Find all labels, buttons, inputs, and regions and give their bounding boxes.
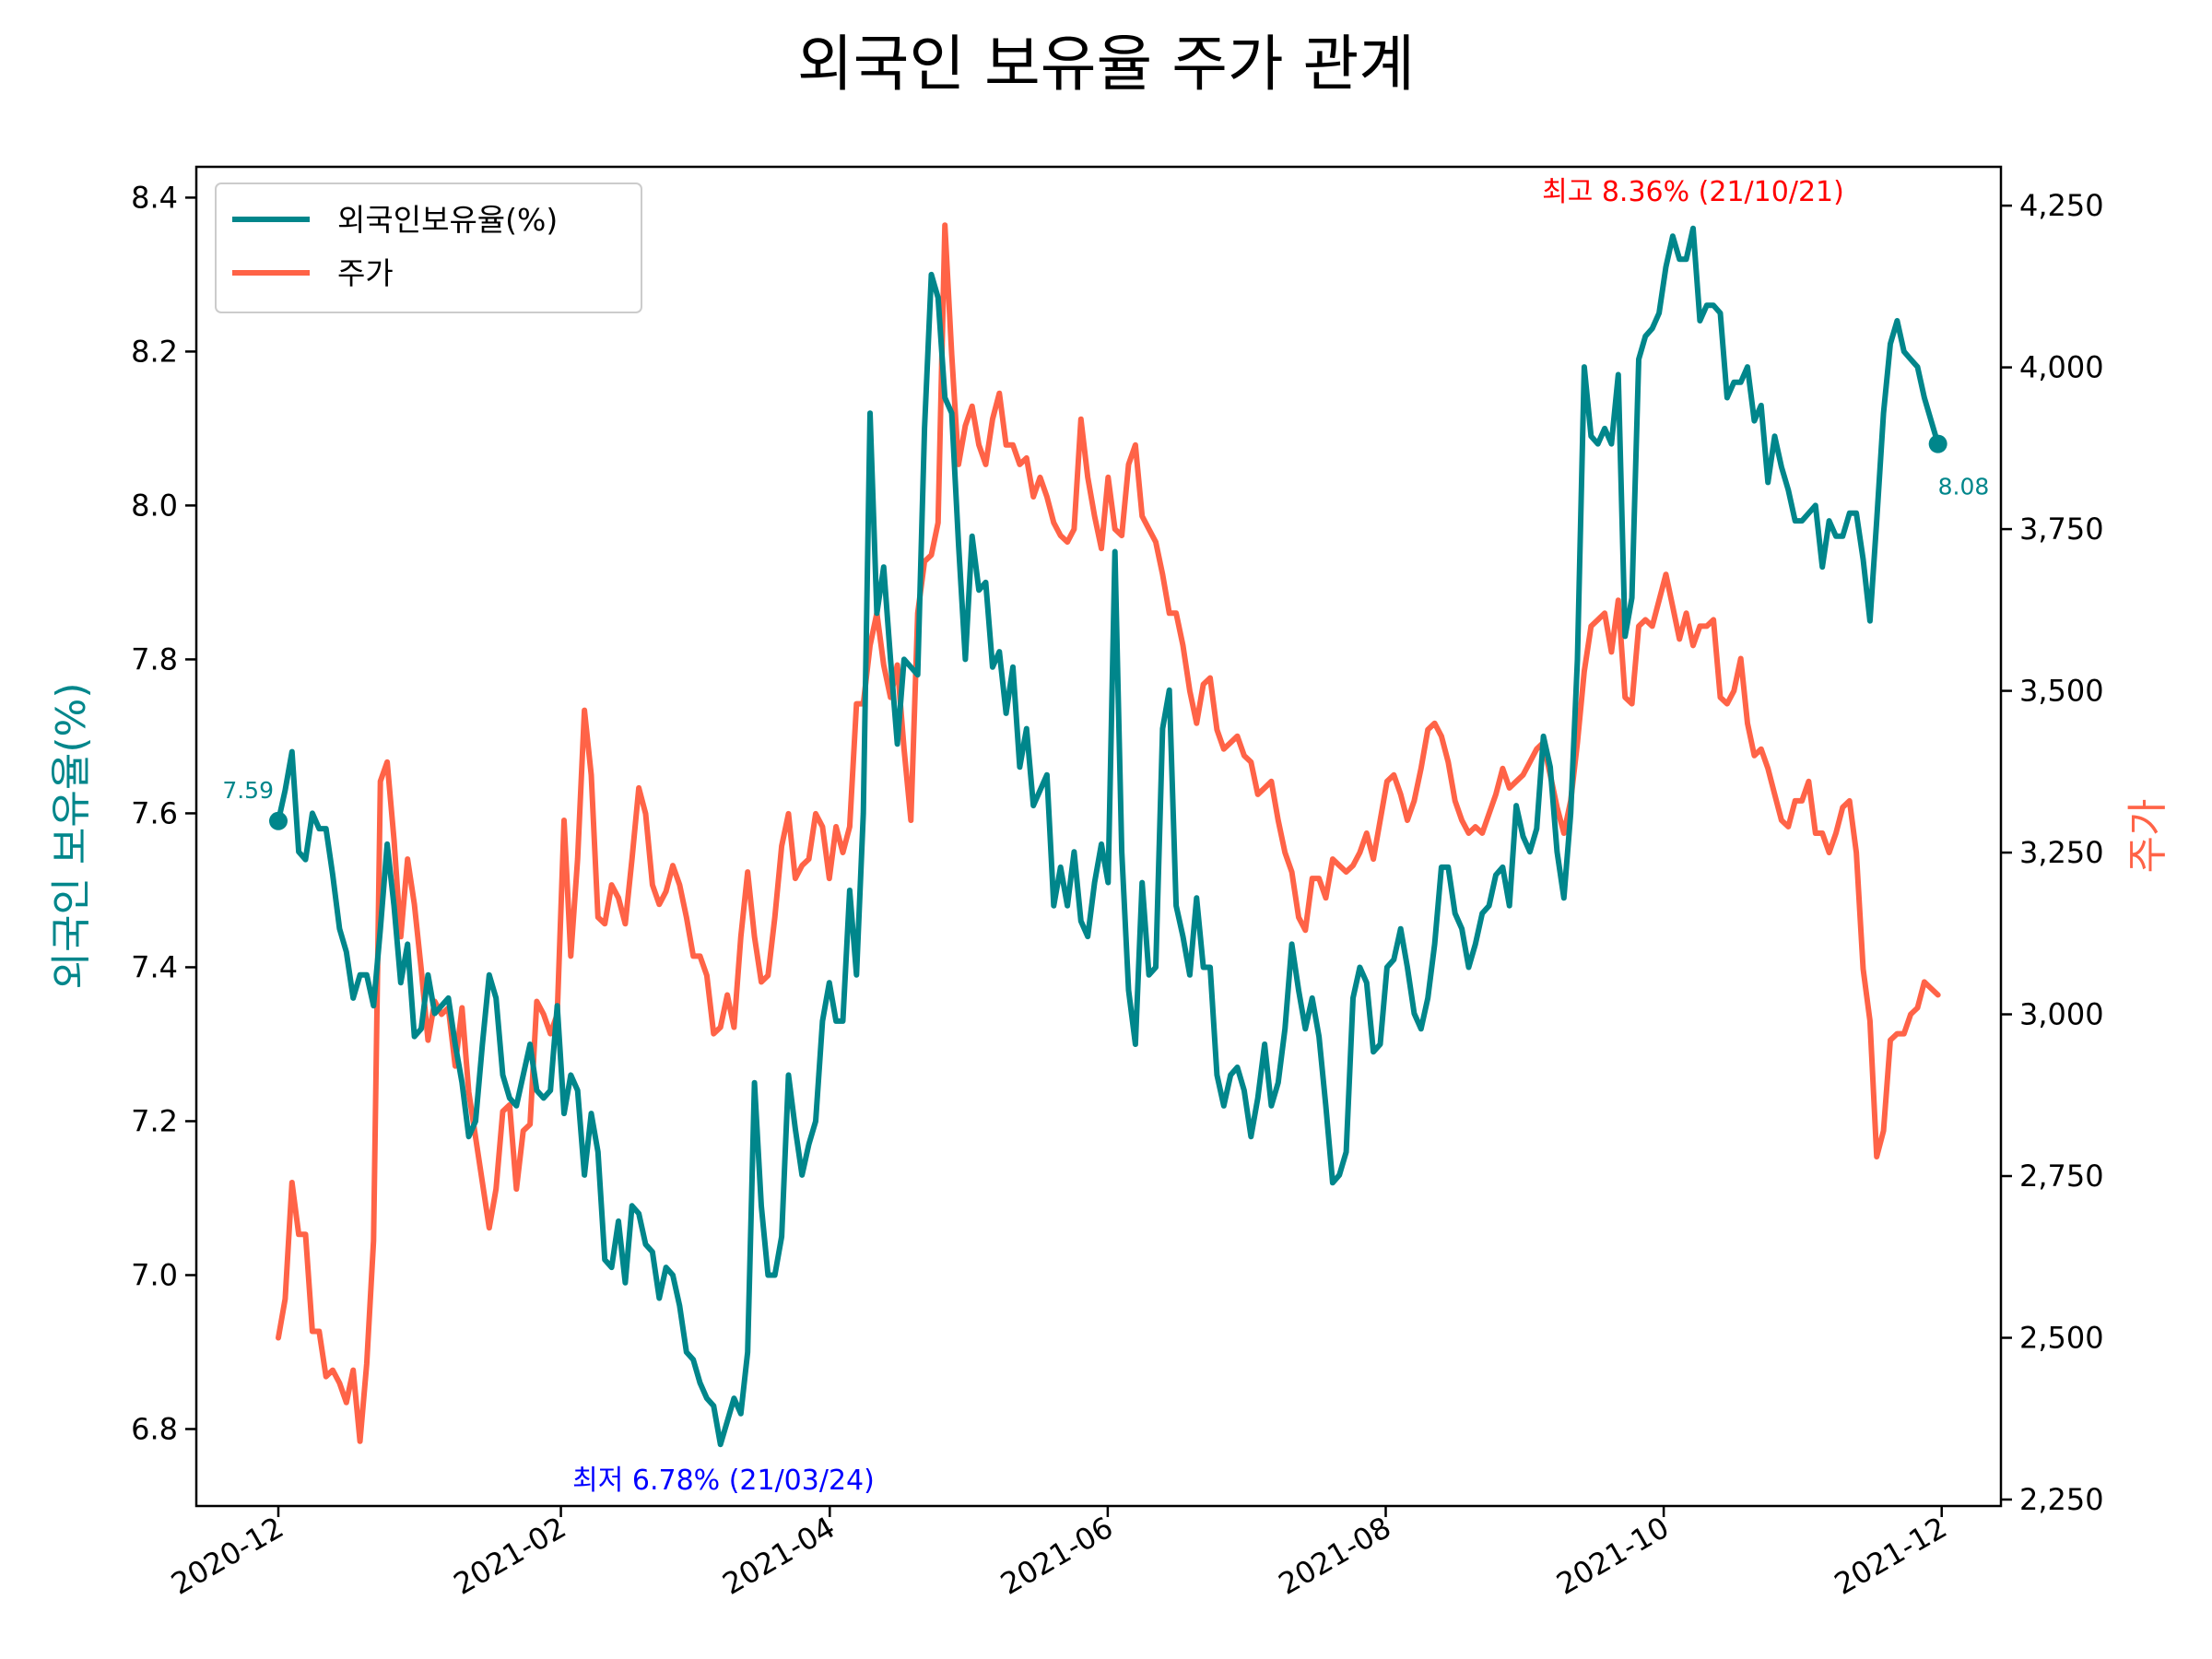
y-left-tick-label: 7.6 (131, 795, 178, 830)
y-right-tick-label: 3,750 (2019, 512, 2104, 547)
y-right-tick-label: 3,000 (2019, 997, 2104, 1032)
series-foreign-line (276, 225, 1941, 1448)
x-tick-label: 2021-06 (994, 1510, 1119, 1602)
y-right-tick-label: 2,750 (2019, 1159, 2104, 1194)
chart-title: 외국인 보유율 주가 관계 (797, 29, 1415, 100)
start-value-label: 7.59 (222, 777, 274, 804)
y-left-tick-label: 8.2 (131, 334, 178, 369)
end-point-marker (1928, 434, 1947, 453)
legend-label-price: 주가 (337, 255, 394, 291)
y-right-tick-label: 2,500 (2019, 1320, 2104, 1355)
min-annotation: 최저 6.78% (21/03/24) (572, 1465, 875, 1497)
y-right-tick-label: 3,500 (2019, 674, 2104, 709)
plot-frame (194, 165, 2003, 1508)
x-tick-label: 2021-04 (716, 1510, 841, 1602)
y-left-tick-label: 7.4 (131, 949, 178, 984)
legend-label-foreign: 외국인보유율(%) (337, 202, 558, 238)
y-left-tick-label: 7.8 (131, 641, 178, 677)
y-left-tick-label: 8.4 (131, 180, 178, 215)
y-right-tick-label: 2,250 (2019, 1482, 2104, 1517)
max-annotation: 최고 8.36% (21/10/21) (1542, 176, 1844, 208)
x-tick-label: 2021-08 (1273, 1510, 1397, 1602)
x-tick-label: 2021-10 (1550, 1510, 1675, 1602)
y-left-tick-label: 6.8 (131, 1411, 178, 1446)
y-axis-left-label: 외국인 보유율(%) (48, 682, 95, 989)
y-right-tick-label: 3,250 (2019, 835, 2104, 870)
y-left-tick-label: 7.0 (131, 1257, 178, 1292)
y-right-tick-label: 4,250 (2019, 188, 2104, 223)
legend: 외국인보유율(%) 주가 (215, 182, 642, 313)
start-point-marker (269, 811, 288, 830)
y-right-tick-label: 4,000 (2019, 350, 2104, 385)
y-axis-right-label: 주가 (2124, 799, 2171, 874)
x-tick-label: 2021-12 (1829, 1510, 1953, 1602)
y-left-tick-label: 8.0 (131, 488, 178, 523)
x-tick-label: 2021-02 (448, 1510, 572, 1602)
end-value-label: 8.08 (1938, 474, 1990, 500)
x-tick-label: 2020-12 (165, 1510, 289, 1602)
y-left-tick-label: 7.2 (131, 1103, 178, 1138)
